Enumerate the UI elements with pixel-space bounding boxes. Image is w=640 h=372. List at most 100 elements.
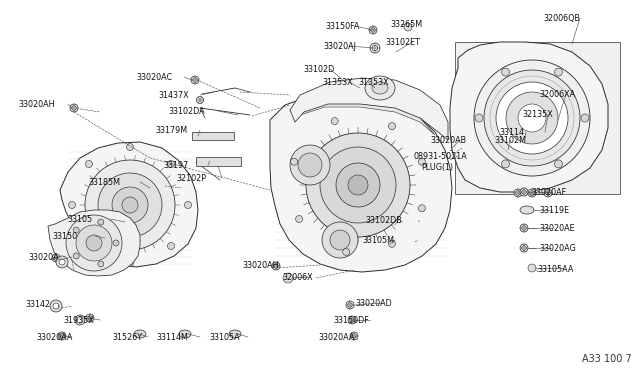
Circle shape — [520, 224, 528, 232]
Polygon shape — [300, 95, 435, 135]
Text: 33020AA: 33020AA — [36, 333, 72, 342]
Circle shape — [322, 222, 358, 258]
Circle shape — [336, 163, 380, 207]
Circle shape — [68, 202, 76, 208]
Text: 33020AF: 33020AF — [531, 188, 566, 197]
Text: 33179M: 33179M — [155, 126, 187, 135]
Text: 33105: 33105 — [67, 215, 92, 224]
Circle shape — [554, 160, 563, 168]
Circle shape — [475, 114, 483, 122]
Circle shape — [496, 82, 568, 154]
Circle shape — [168, 243, 175, 250]
Text: 31437X: 31437X — [158, 91, 189, 100]
Text: 33102D: 33102D — [303, 65, 334, 74]
Circle shape — [419, 158, 426, 165]
Circle shape — [86, 235, 102, 251]
Circle shape — [298, 153, 322, 177]
Ellipse shape — [365, 76, 395, 100]
Text: 33020AE: 33020AE — [539, 224, 575, 233]
Bar — [192, 132, 234, 140]
Text: 33102M: 33102M — [494, 136, 526, 145]
Circle shape — [76, 225, 112, 261]
Circle shape — [77, 317, 83, 323]
Circle shape — [520, 188, 528, 196]
Circle shape — [554, 68, 563, 76]
Circle shape — [98, 261, 104, 267]
Bar — [455, 42, 620, 194]
Circle shape — [112, 187, 148, 223]
Text: 31353X: 31353X — [358, 78, 388, 87]
Circle shape — [320, 147, 396, 223]
Circle shape — [296, 215, 303, 222]
Bar — [196, 157, 241, 166]
Text: 33114: 33114 — [499, 128, 524, 137]
Text: 33020AH: 33020AH — [242, 261, 278, 270]
Circle shape — [419, 205, 426, 212]
Text: 32102P: 32102P — [176, 174, 206, 183]
Text: 33150: 33150 — [52, 232, 77, 241]
Circle shape — [291, 158, 298, 165]
Text: 33020AA: 33020AA — [318, 333, 355, 342]
Circle shape — [544, 189, 552, 197]
Circle shape — [168, 160, 175, 167]
Text: 33150FA: 33150FA — [325, 22, 360, 31]
Text: 32135X: 32135X — [522, 110, 553, 119]
Circle shape — [369, 26, 377, 34]
Circle shape — [342, 248, 349, 256]
Circle shape — [66, 215, 122, 271]
Circle shape — [196, 96, 204, 103]
Text: 33020AB: 33020AB — [430, 136, 466, 145]
Text: 33197: 33197 — [163, 161, 188, 170]
Text: 32006X: 32006X — [282, 273, 312, 282]
Text: 33020AG: 33020AG — [539, 244, 576, 253]
Text: 33105M: 33105M — [362, 236, 394, 245]
Circle shape — [127, 144, 134, 151]
Text: A33 100 7: A33 100 7 — [582, 354, 632, 364]
Circle shape — [70, 104, 78, 112]
Circle shape — [348, 175, 368, 195]
Text: 33142: 33142 — [25, 300, 50, 309]
Text: 33020AC: 33020AC — [136, 73, 172, 82]
Text: 33105A: 33105A — [209, 333, 239, 342]
Circle shape — [350, 332, 358, 340]
Circle shape — [528, 264, 536, 272]
Circle shape — [73, 253, 79, 259]
Text: 33105AA: 33105AA — [537, 265, 573, 274]
Circle shape — [348, 316, 356, 324]
Polygon shape — [450, 42, 608, 192]
Ellipse shape — [229, 330, 241, 338]
Text: 33102DB: 33102DB — [365, 216, 402, 225]
Text: 33114M: 33114M — [156, 333, 188, 342]
Circle shape — [73, 227, 79, 233]
Circle shape — [127, 260, 134, 266]
Polygon shape — [290, 78, 448, 140]
Text: 33185M: 33185M — [88, 178, 120, 187]
Circle shape — [191, 76, 199, 84]
Circle shape — [528, 189, 536, 197]
Polygon shape — [60, 142, 198, 267]
Text: 31353X: 31353X — [322, 78, 353, 87]
Circle shape — [518, 104, 546, 132]
Circle shape — [86, 160, 93, 167]
Text: 33020AD: 33020AD — [355, 299, 392, 308]
Circle shape — [404, 23, 412, 31]
Circle shape — [520, 244, 528, 252]
Circle shape — [56, 256, 68, 268]
Text: 31935X: 31935X — [63, 316, 93, 325]
Circle shape — [52, 254, 60, 262]
Text: 33020A: 33020A — [28, 253, 59, 262]
Circle shape — [58, 332, 66, 340]
Circle shape — [53, 303, 59, 309]
Circle shape — [59, 259, 65, 265]
Ellipse shape — [520, 206, 534, 214]
Ellipse shape — [179, 330, 191, 338]
Text: 33020AH: 33020AH — [18, 100, 54, 109]
Circle shape — [388, 123, 396, 129]
Circle shape — [474, 60, 590, 176]
Text: 33102ET: 33102ET — [385, 38, 420, 47]
Circle shape — [283, 273, 293, 283]
Text: 33020AJ: 33020AJ — [323, 42, 356, 51]
Circle shape — [502, 160, 509, 168]
Circle shape — [122, 197, 138, 213]
Text: 33150DF: 33150DF — [333, 316, 369, 325]
